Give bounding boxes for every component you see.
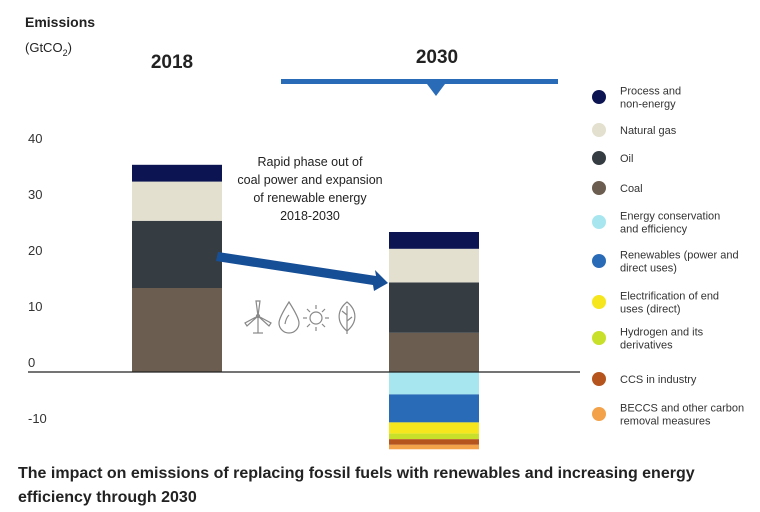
legend-label: and efficiency <box>620 224 688 236</box>
y-axis-unit: (GtCO2) <box>25 40 72 58</box>
stacked-bars <box>132 164 479 450</box>
y-tick-label: 0 <box>28 355 35 370</box>
category-label: 2018 <box>151 52 193 73</box>
legend-label: Coal <box>620 183 643 195</box>
y-tick-label: 30 <box>28 187 42 202</box>
chart-caption: The impact on emissions of replacing fos… <box>18 465 695 506</box>
annotation-line: Rapid phase out of <box>258 155 363 169</box>
bar-segment <box>132 220 222 288</box>
legend-swatch <box>592 123 606 137</box>
y-tick-label: 20 <box>28 243 42 258</box>
legend-label: Hydrogen and its <box>620 327 704 339</box>
bar-segment <box>389 439 479 445</box>
legend-label: Process and <box>620 86 681 98</box>
legend-label: BECCS and other carbon <box>620 403 744 415</box>
legend-swatch <box>592 151 606 165</box>
bar-segment <box>132 288 222 372</box>
legend-label: Energy conservation <box>620 211 720 223</box>
legend-label: non-energy <box>620 99 676 111</box>
legend-label: derivatives <box>620 340 673 352</box>
legend-label: Natural gas <box>620 125 677 137</box>
leaf-icon <box>338 301 356 334</box>
y-axis-ticks: 40 30 20 10 0 -10 <box>28 131 47 426</box>
bar-segment <box>389 282 479 333</box>
category-label: 2030 <box>416 47 458 68</box>
bar-segment <box>389 332 479 372</box>
y-tick-label: -10 <box>28 411 47 426</box>
legend-swatch <box>592 372 606 386</box>
legend-swatch <box>592 331 606 345</box>
annotation-line: of renewable energy <box>253 191 367 205</box>
legend-label: direct uses) <box>620 263 677 275</box>
legend-label: Electrification of end <box>620 291 719 303</box>
bar-segment <box>389 444 479 450</box>
bar-segment <box>389 433 479 440</box>
annotation-period: 2018-2030 <box>280 209 340 223</box>
year-2030-bracket <box>281 79 558 96</box>
legend-label: uses (direct) <box>620 304 681 316</box>
wind-turbine-icon <box>244 300 272 334</box>
bar-segment <box>132 181 222 221</box>
legend-swatch <box>592 181 606 195</box>
renewable-icons <box>244 300 356 334</box>
legend-label: CCS in industry <box>620 374 697 386</box>
y-tick-label: 10 <box>28 299 42 314</box>
legend-label: removal measures <box>620 416 711 428</box>
water-drop-icon <box>278 300 300 334</box>
annotation-line: coal power and expansion <box>237 173 382 187</box>
bar-segment <box>389 422 479 434</box>
y-axis-label: Emissions <box>25 14 95 30</box>
phase-out-annotation: Rapid phase out of coal power and expansi… <box>237 155 382 223</box>
category-labels: 2018 2030 <box>151 47 458 73</box>
y-tick-label: 40 <box>28 131 42 146</box>
sun-icon <box>303 305 329 331</box>
bar-segment <box>389 248 479 283</box>
bar-segment <box>389 394 479 423</box>
bar-segment <box>132 164 222 182</box>
legend-swatch <box>592 90 606 104</box>
transition-arrow <box>216 252 388 291</box>
legend-swatch <box>592 295 606 309</box>
legend-swatch <box>592 254 606 268</box>
legend-swatch <box>592 407 606 421</box>
legend-label: Oil <box>620 153 633 165</box>
bar-segment <box>389 372 479 395</box>
legend-swatch <box>592 215 606 229</box>
bar-segment <box>389 232 479 249</box>
legend-label: Renewables (power and <box>620 250 739 262</box>
